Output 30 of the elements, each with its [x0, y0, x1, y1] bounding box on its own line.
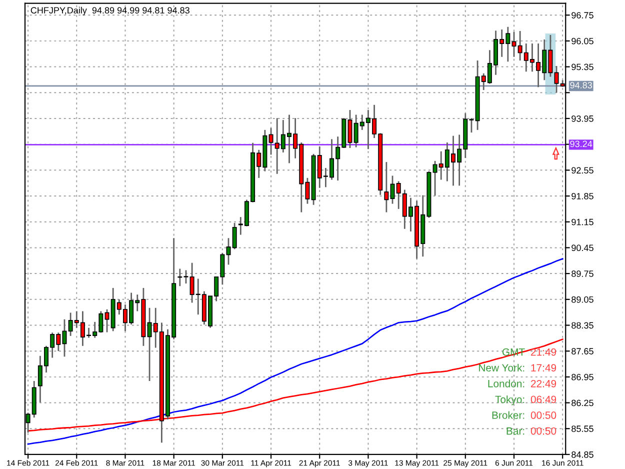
y-tick-label: 96.75 — [572, 12, 594, 18]
y-tick-label: 90.45 — [572, 244, 594, 252]
chart-title: CHFJPY,Daily 94.89 94.99 94.81 94.83 — [30, 6, 190, 16]
candlestick — [226, 237, 231, 266]
candlestick — [384, 161, 389, 213]
y-tick-label: 85.55 — [572, 426, 594, 432]
annotation: New York: 17:49 — [479, 364, 556, 372]
annotation: Tokyo: 06:49 — [495, 395, 556, 406]
y-tick-label: 91.85 — [572, 192, 594, 200]
candlestick — [396, 180, 401, 210]
annotation: Broker: 00:50 — [492, 411, 556, 419]
ref-line-label: 93.24 — [570, 140, 592, 148]
ref-line-label: 94.83 — [570, 82, 592, 88]
y-tick-label: 89.05 — [572, 296, 594, 303]
y-tick-label: 95.35 — [572, 64, 594, 70]
candlestick — [268, 127, 274, 156]
y-tick-label: 92.55 — [572, 167, 594, 174]
candlestick — [232, 222, 237, 250]
y-tick-label: 86.95 — [572, 374, 594, 380]
annotation: Bar: 00:50 — [506, 427, 556, 435]
y-tick-label: 91.15 — [572, 218, 594, 226]
y-tick-label: 89.75 — [572, 270, 594, 277]
y-tick-label: 96.05 — [572, 38, 594, 44]
y-tick-label: 84.85 — [572, 451, 594, 458]
y-tick-label: 87.65 — [572, 348, 594, 354]
y-tick-label: 86.25 — [572, 400, 594, 406]
y-tick-label: 93.95 — [572, 115, 594, 122]
y-tick-label: 88.35 — [572, 322, 594, 329]
line-series — [27, 258, 564, 445]
annotation: London: 22:49 — [488, 380, 556, 388]
